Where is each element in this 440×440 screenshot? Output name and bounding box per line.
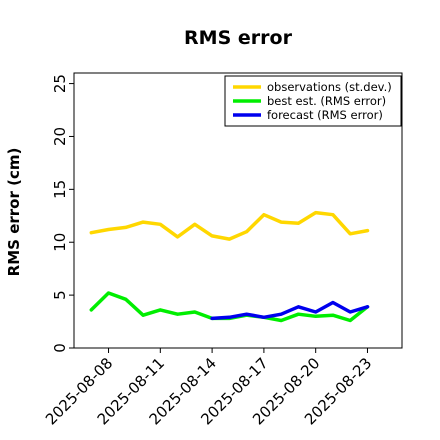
legend-label-2: forecast (RMS error) [267,108,383,122]
series-line-2 [210,300,370,321]
series-line-0 [89,210,370,241]
legend-label-0: observations (st.dev.) [267,80,392,94]
plot-frame [73,72,403,349]
chart-title: RMS error [184,27,293,49]
y-tick-label: 5 [51,290,69,300]
y-tick-label: 25 [51,74,69,93]
y-tick-label: 15 [51,180,69,199]
y-tick-label: 0 [51,343,69,353]
plot-area: 05101520252025-08-082025-08-112025-08-14… [42,72,403,428]
legend-label-1: best est. (RMS error) [267,94,386,108]
y-axis-label: RMS error (cm) [5,148,23,277]
y-tick-label: 20 [51,127,69,146]
y-tick-label: 10 [51,233,69,252]
